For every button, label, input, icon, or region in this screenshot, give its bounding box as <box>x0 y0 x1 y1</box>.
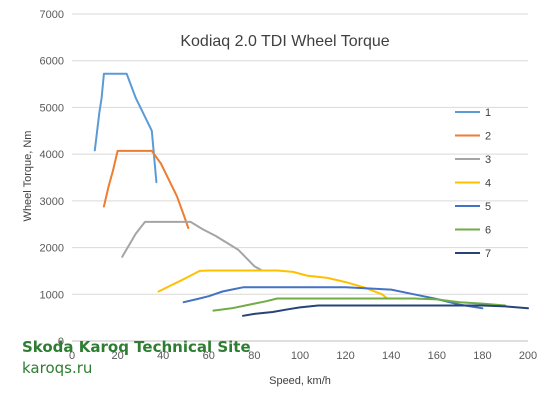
grid-layer <box>72 13 528 342</box>
series-line-7 <box>242 304 529 317</box>
series-line-1 <box>93 72 158 184</box>
series-line-5 <box>182 286 484 310</box>
watermark-site-name: Skoda Karoq Technical Site <box>22 338 251 356</box>
x-tick-label-160: 160 <box>428 350 446 362</box>
x-tick-label-180: 180 <box>473 350 491 362</box>
chart-title: Kodiaq 2.0 TDI Wheel Torque <box>180 33 389 50</box>
x-tick-label-200: 200 <box>519 350 537 362</box>
series-layer <box>93 72 529 317</box>
legend: 1 2 3 4 5 6 7 <box>455 107 491 260</box>
legend-label-6: 6 <box>485 225 491 237</box>
legend-label-7: 7 <box>485 248 491 260</box>
y-tick-label-7000: 7000 <box>40 9 64 21</box>
x-tick-label-100: 100 <box>291 350 309 362</box>
legend-label-4: 4 <box>485 178 491 190</box>
x-tick-label-20: 20 <box>111 350 123 362</box>
axis-layer: 0 1000 2000 3000 4000 5000 6000 7000 0 20 40 60 80 10… <box>40 9 538 362</box>
y-tick-label-6000: 6000 <box>40 56 64 68</box>
x-tick-label-140: 140 <box>382 350 400 362</box>
legend-label-5: 5 <box>485 201 491 213</box>
y-tick-label-0: 0 <box>58 336 64 348</box>
y-tick-label-3000: 3000 <box>40 196 64 208</box>
x-axis-title: Speed, km/h <box>269 375 331 387</box>
x-tick-label-80: 80 <box>248 350 260 362</box>
x-tick-label-60: 60 <box>203 350 215 362</box>
x-tick-label-0: 0 <box>69 350 75 362</box>
series-line-6 <box>212 297 507 312</box>
series-line-4 <box>157 269 388 299</box>
x-tick-label-40: 40 <box>157 350 169 362</box>
x-tick-label-120: 120 <box>336 350 354 362</box>
watermark-url: karoqs.ru <box>22 359 92 377</box>
legend-label-3: 3 <box>485 154 491 166</box>
y-axis-title: Wheel Torque, Nm <box>22 131 34 222</box>
series-line-2 <box>102 149 190 229</box>
y-tick-label-4000: 4000 <box>40 149 64 161</box>
y-tick-label-2000: 2000 <box>40 243 64 255</box>
legend-label-1: 1 <box>485 107 491 119</box>
y-tick-label-5000: 5000 <box>40 102 64 114</box>
y-tick-label-1000: 1000 <box>40 289 64 301</box>
legend-label-2: 2 <box>485 131 491 143</box>
series-line-3 <box>121 220 263 271</box>
